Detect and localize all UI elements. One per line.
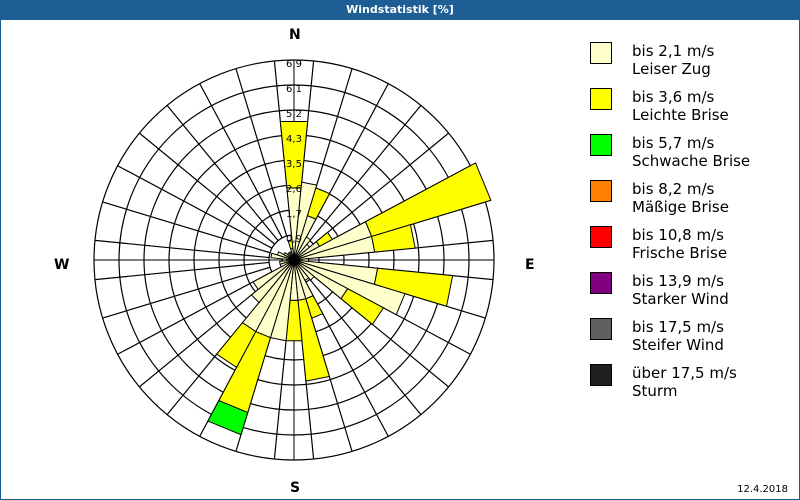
legend-swatch [590,180,612,202]
svg-text:0,9: 0,9 [286,234,302,245]
legend-label: Leiser Zug [632,60,711,78]
legend-swatch [590,318,612,340]
legend-range: über 17,5 m/s [632,364,737,382]
legend-label: Leichte Brise [632,106,729,124]
legend-label: Steifer Wind [632,336,724,354]
legend-swatch [590,364,612,386]
legend-label: Schwache Brise [632,152,751,170]
legend-label: Mäßige Brise [632,198,729,216]
svg-text:4,3: 4,3 [286,134,302,145]
wind-bar-segment [364,162,492,238]
wind-bar-segment [371,224,416,253]
label-north: N [289,27,301,43]
chart-title: Windstatistik [%] [0,0,800,20]
wind-bar-segment [216,322,257,369]
legend-range: bis 3,6 m/s [632,88,715,106]
date-stamp: 12.4.2018 [737,484,788,495]
wind-bar-segment [207,399,249,436]
wind-bar-segment [279,121,309,189]
legend-range: bis 17,5 m/s [632,318,724,336]
label-west: W [54,257,70,273]
legend-range: bis 8,2 m/s [632,180,715,198]
wind-bar-segment [306,187,331,220]
wind-bar-segment [340,288,385,326]
svg-text:2,6: 2,6 [286,184,302,195]
wind-bar-segment [252,259,295,291]
wind-bar-segment [287,239,294,250]
legend-range: bis 2,1 m/s [632,42,715,60]
wind-bar-segment [297,298,330,382]
legend-range: bis 13,9 m/s [632,272,724,290]
svg-text:3,5: 3,5 [286,159,302,170]
legend-range: bis 10,8 m/s [632,226,724,244]
legend-swatch [590,272,612,294]
legend-swatch [590,226,612,248]
label-east: E [525,257,535,273]
legend-swatch [590,88,612,110]
legend-label: Starker Wind [632,290,729,308]
wind-bar-segment [373,267,454,307]
legend-swatch [590,134,612,156]
svg-text:6,9: 6,9 [286,59,302,70]
svg-text:5,2: 5,2 [286,109,302,120]
svg-text:6,1: 6,1 [286,84,302,95]
svg-text:1,7: 1,7 [286,209,302,220]
legend-label: Frische Brise [632,244,728,262]
legend-range: bis 5,7 m/s [632,134,715,152]
label-south: S [290,480,301,496]
legend-swatch [590,42,612,64]
legend-label: Sturm [632,382,678,400]
